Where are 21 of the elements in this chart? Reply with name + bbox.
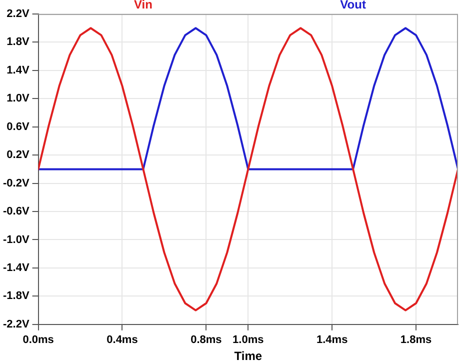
y-tick-label: -1.8V — [2, 290, 30, 302]
y-tick-label: -1.4V — [2, 262, 30, 274]
x-tick-label: 0.4ms — [106, 334, 138, 346]
y-tick-label: 0.6V — [6, 120, 30, 133]
y-tick-label: 0.2V — [6, 149, 30, 162]
y-tick-label: -2.2V — [2, 318, 30, 330]
y-tick-label: -1.0V — [2, 234, 30, 246]
text: Vin — [134, 0, 152, 12]
y-tick-label: 1.4V — [6, 64, 30, 76]
y-tick-label: 2.2V — [6, 8, 30, 20]
y-tick-label: 1.8V — [6, 36, 30, 48]
x-tick-label: 1.0ms — [232, 334, 264, 346]
x-tick-label: 1.8ms — [400, 334, 432, 346]
x-tick-label: 1.4ms — [316, 334, 348, 346]
y-tick-label: 1.0V — [6, 92, 30, 105]
x-axis-title: Time — [234, 349, 262, 364]
y-tick-label: -0.6V — [2, 206, 30, 218]
y-tick-label: -0.2V — [2, 177, 30, 190]
x-tick-label: 0.0ms — [22, 334, 54, 346]
x-tick-label: 0.8ms — [190, 334, 222, 346]
text: Vout — [340, 0, 366, 12]
